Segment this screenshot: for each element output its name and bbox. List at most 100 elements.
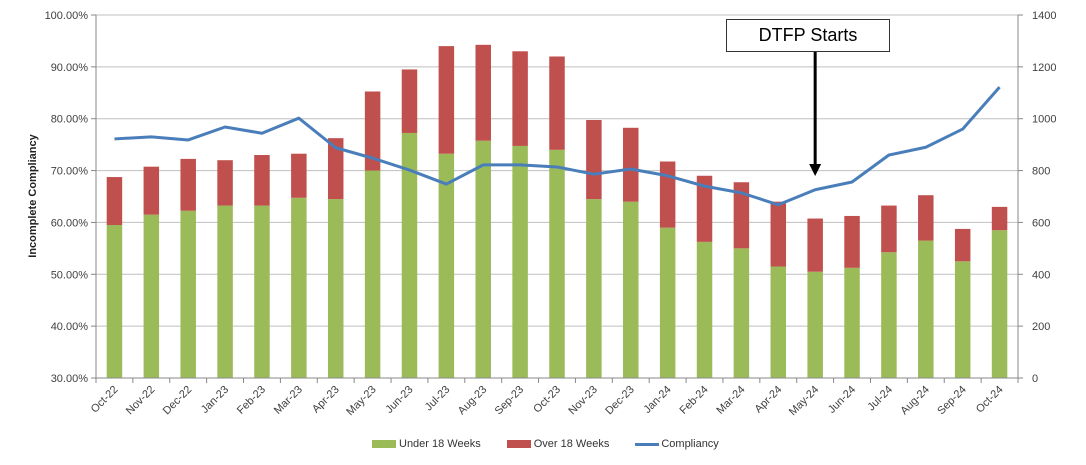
y2-axis-ticks: 0 200 400 600 800 1000 1200 1400 — [1018, 10, 1056, 385]
y2-tick-label: 400 — [1032, 269, 1050, 281]
legend-swatch-over-18-weeks — [506, 440, 531, 448]
bar-over-18-weeks — [549, 56, 565, 150]
bar-under-18-weeks — [364, 170, 381, 378]
bar-under-18-weeks — [881, 252, 897, 378]
bar-under-18-weeks — [696, 241, 713, 378]
bar-over-18-weeks — [327, 138, 344, 200]
y-axis-title: Incomplete Compliancy — [27, 133, 39, 257]
x-tick-label: Mar-24 — [714, 384, 747, 417]
x-tick-label: Feb-23 — [235, 384, 268, 417]
bar-under-18-weeks — [991, 230, 1008, 378]
x-tick-label: Nov-22 — [124, 384, 158, 418]
bar-over-18-weeks — [364, 91, 381, 171]
axes — [95, 15, 1019, 379]
x-tick-label: Aug-23 — [456, 384, 490, 418]
x-tick-label: May-23 — [344, 384, 378, 418]
bar-under-18-weeks — [291, 197, 307, 378]
y-tick-label: 90.00% — [51, 62, 89, 74]
bar-over-18-weeks — [401, 69, 418, 133]
bar-over-18-weeks — [733, 182, 750, 249]
bar-under-18-weeks — [549, 149, 565, 378]
y2-tick-label: 1000 — [1032, 114, 1056, 126]
bar-over-18-weeks — [475, 44, 491, 141]
bar-over-18-weeks — [991, 206, 1008, 231]
bar-over-18-weeks — [143, 166, 160, 215]
x-tick-label: Aug-24 — [898, 384, 932, 418]
x-tick-label: Sep-23 — [493, 384, 527, 418]
bar-over-18-weeks — [438, 46, 455, 154]
bar-under-18-weeks — [254, 205, 270, 378]
bar-under-18-weeks — [844, 267, 860, 378]
legend: Under 18 Weeks Over 18 Weeks Compliancy — [372, 438, 745, 450]
bar-under-18-weeks — [143, 214, 160, 378]
annotation-dtfp-starts: DTFP Starts — [726, 19, 890, 52]
y2-tick-label: 600 — [1032, 217, 1050, 229]
legend-label: Under 18 Weeks — [399, 438, 481, 450]
bar-under-18-weeks — [180, 210, 196, 378]
y2-tick-label: 200 — [1032, 321, 1050, 333]
bar-over-18-weeks — [106, 177, 123, 226]
x-tick-label: Mar-23 — [272, 384, 305, 417]
bar-over-18-weeks — [291, 153, 307, 198]
y-axis-ticks: 30.00% 40.00% 50.00% 60.00% 70.00% 80.00% 90.0… — [45, 10, 96, 385]
x-tick-label: Jun-23 — [383, 384, 415, 416]
annotation-arrow-head — [809, 164, 822, 176]
bar-over-18-weeks — [881, 205, 897, 253]
bar-over-18-weeks — [254, 155, 270, 206]
bar-under-18-weeks — [217, 205, 233, 378]
x-tick-label: Jan-24 — [641, 384, 673, 416]
legend-swatch-compliancy — [635, 442, 660, 446]
x-tick-label: Jun-24 — [826, 384, 858, 416]
bar-under-18-weeks — [918, 240, 934, 378]
bars — [106, 44, 1008, 378]
bar-over-18-weeks — [217, 160, 233, 206]
bar-over-18-weeks — [623, 127, 639, 202]
annotation-arrow — [809, 52, 822, 176]
y2-tick-label: 1400 — [1032, 10, 1056, 22]
bar-under-18-weeks — [954, 261, 971, 378]
x-tick-label: Oct-24 — [974, 384, 1006, 416]
legend-item-over-18-weeks: Over 18 Weeks — [506, 438, 609, 450]
y-tick-label: 40.00% — [51, 321, 89, 333]
y-tick-label: 30.00% — [51, 373, 89, 385]
bar-under-18-weeks — [623, 201, 639, 378]
x-tick-label: May-24 — [787, 384, 821, 418]
legend-swatch-under-18-weeks — [372, 440, 396, 448]
legend-item-compliancy: Compliancy — [635, 438, 719, 450]
y2-tick-label: 800 — [1032, 166, 1050, 178]
x-tick-label: Jul-23 — [423, 384, 453, 414]
bar-under-18-weeks — [475, 140, 491, 378]
y2-tick-label: 1200 — [1032, 62, 1056, 74]
bar-under-18-weeks — [659, 227, 676, 378]
bar-over-18-weeks — [954, 228, 971, 262]
bar-over-18-weeks — [770, 201, 787, 267]
x-tick-label: Oct-23 — [531, 384, 563, 416]
annotation-text: DTFP Starts — [758, 25, 858, 45]
bar-under-18-weeks — [733, 248, 750, 378]
bar-over-18-weeks — [696, 175, 713, 242]
bar-under-18-weeks — [327, 199, 344, 378]
legend-item-under-18-weeks: Under 18 Weeks — [372, 438, 481, 450]
bar-under-18-weeks — [401, 132, 418, 378]
x-tick-label: Jul-24 — [865, 384, 895, 414]
bar-under-18-weeks — [106, 225, 123, 378]
x-tick-label: Oct-22 — [89, 384, 121, 416]
legend-label: Compliancy — [661, 438, 719, 450]
x-tick-label: Jan-23 — [199, 384, 231, 416]
y-tick-label: 60.00% — [51, 217, 89, 229]
bar-under-18-weeks — [807, 271, 823, 378]
bar-over-18-weeks — [586, 120, 602, 200]
bar-over-18-weeks — [659, 161, 676, 228]
bar-over-18-weeks — [180, 158, 196, 211]
x-tick-label: Dec-23 — [603, 384, 637, 418]
bar-under-18-weeks — [586, 199, 602, 378]
y-tick-label: 80.00% — [51, 114, 89, 126]
y-tick-label: 70.00% — [51, 166, 89, 178]
y2-tick-label: 0 — [1032, 373, 1038, 385]
bar-over-18-weeks — [918, 195, 934, 241]
compliancy-line — [114, 86, 1001, 207]
bar-over-18-weeks — [807, 218, 823, 272]
x-tick-label: Sep-24 — [935, 384, 969, 418]
bar-under-18-weeks — [438, 153, 455, 378]
